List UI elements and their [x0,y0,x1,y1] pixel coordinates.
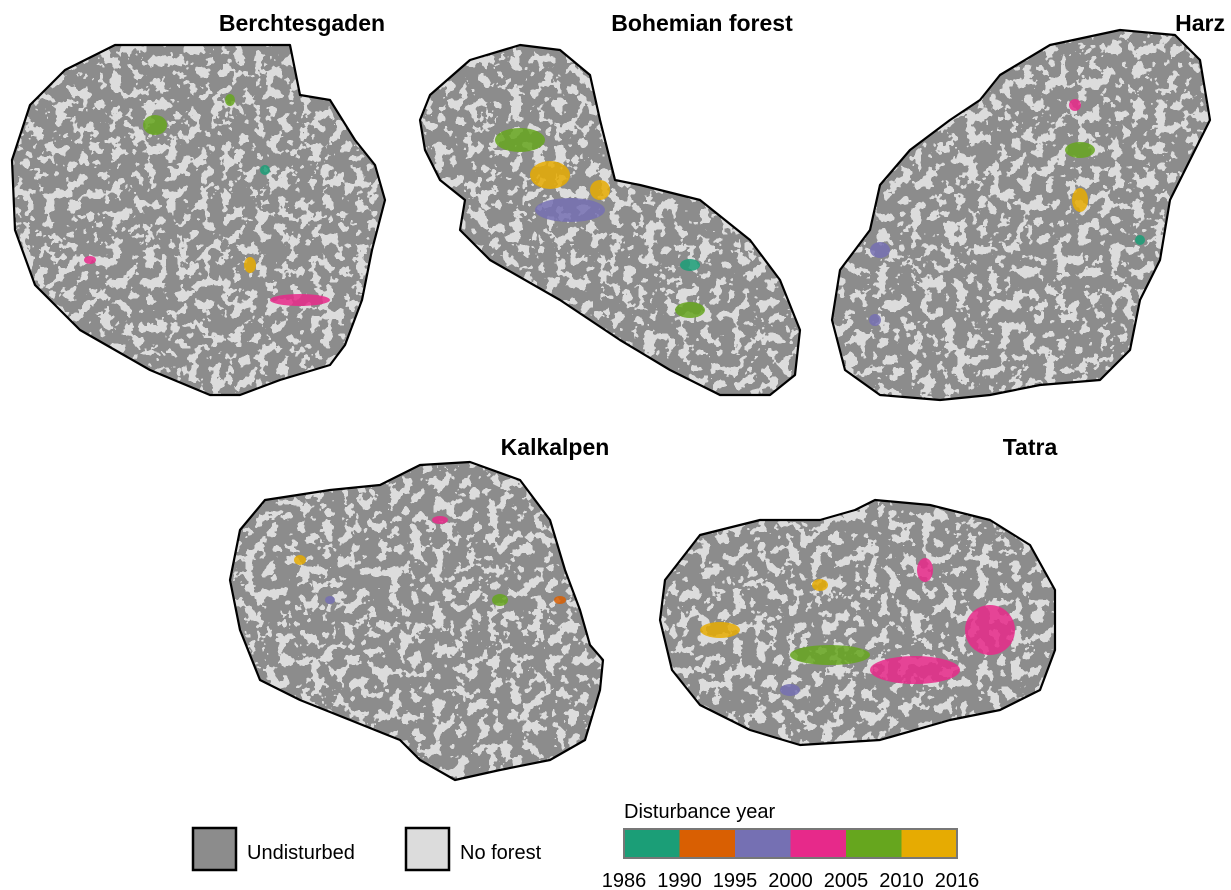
legend-swatch [404,826,451,872]
year-label: 1995 [713,870,758,890]
disturbance-patch [870,656,960,684]
disturbance-patch [917,558,933,582]
color-bin [735,829,791,858]
year-label: 1990 [657,870,702,890]
disturbance-patch [325,596,335,604]
legend-label: No forest [460,842,542,864]
disturbance-patch [675,302,705,318]
disturbance-patch [1135,235,1145,245]
disturbance-patch [260,165,270,175]
disturbance-patch [590,180,610,200]
disturbance-patch [294,555,306,565]
disturbance-patch [1069,99,1081,111]
disturbance-patch [869,314,881,326]
panel-title: Harz [1175,10,1225,36]
map-outline [418,43,802,397]
disturbance-patch [492,594,508,606]
disturbance-patch [812,579,828,591]
map-outline [228,460,605,782]
panel-title: Kalkalpen [501,434,610,460]
color-bin [790,829,846,858]
disturbance-patch [790,645,870,665]
disturbance-patch [535,198,605,222]
color-bar-frame [623,828,958,859]
disturbance-patch [84,256,96,264]
disturbance-patch [270,294,330,306]
disturbance-patch [870,242,890,258]
year-label: 1986 [602,870,647,890]
color-bin [901,829,957,858]
panel-title: Berchtesgaden [219,10,385,36]
disturbance-patch [143,115,167,135]
legend-swatch [191,826,238,872]
disturbance-patch [780,684,800,696]
disturbance-patch [700,622,740,638]
color-bin [679,829,735,858]
disturbance-patch [495,128,545,152]
map-outline [658,498,1057,747]
disturbance-patch [530,161,570,189]
color-bin [624,829,680,858]
year-label: 2010 [879,870,924,890]
year-label: 2000 [768,870,813,890]
year-label: 2005 [824,870,869,890]
disturbance-patch [244,257,256,273]
disturbance-patch [1072,188,1088,212]
disturbance-patch [554,596,566,604]
legend-label: Undisturbed [247,842,355,864]
disturbance-patch [965,605,1015,655]
panel-title: Bohemian forest [611,10,793,36]
disturbance-patch [680,259,700,271]
map-outline [10,43,387,397]
year-label: 2016 [935,870,980,890]
disturbance-patch [432,516,448,524]
panel-title: Tatra [1003,434,1058,460]
disturbance-patch [1065,142,1095,158]
legend-title: Disturbance year [624,801,776,823]
color-bar: 1986 1990 1995 2000 2005 2010 2016 [602,828,980,890]
map-outline [830,28,1212,402]
disturbance-patch [225,94,235,106]
color-bin [846,829,902,858]
